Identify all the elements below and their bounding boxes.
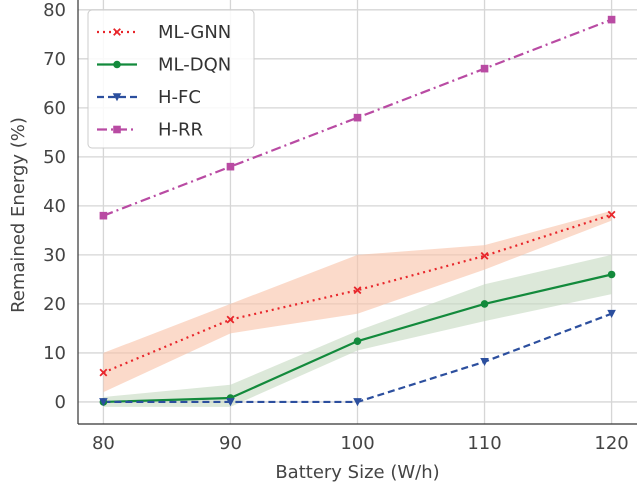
data-point-h-rr: [99, 211, 108, 220]
x-tick-label: 120: [594, 433, 628, 454]
series-markers: [99, 15, 616, 407]
data-point-h-rr: [226, 162, 235, 171]
band-1: [103, 254, 612, 407]
data-point-ml-dqn: [480, 300, 489, 308]
y-axis-label: Remained Energy (%): [8, 117, 29, 313]
y-tick-label: 50: [43, 147, 66, 168]
data-point-ml-dqn: [607, 270, 616, 279]
x-tick-label: 80: [92, 433, 115, 454]
data-point-ml-gnn: [480, 251, 489, 260]
y-tick-label: 20: [43, 294, 66, 315]
legend-label: H-RR: [158, 120, 203, 141]
legend-marker-ml-dqn: [113, 60, 121, 69]
legend: ML-GNN ML-DQN H-FC H-RR: [87, 9, 255, 149]
y-tick-label: 70: [43, 49, 66, 70]
data-point-ml-dqn: [353, 337, 362, 345]
y-tick-label: 30: [43, 245, 66, 266]
legend-label: ML-DQN: [158, 55, 231, 76]
series-line-ml-gnn: [102, 213, 612, 374]
legend-marker-h-rr: [113, 125, 121, 134]
data-point-h-rr: [607, 15, 616, 24]
y-tick-label: 60: [43, 98, 66, 119]
data-point-h-fc: [226, 398, 235, 407]
data-point-ml-gnn: [226, 315, 235, 324]
y-tick-label: 80: [43, 0, 66, 21]
data-point-h-fc: [99, 398, 108, 407]
tick-labels: 0 10 20 30 40 50 60 70 80 80 90 100 110 120: [43, 0, 629, 454]
x-tick-label: 110: [467, 433, 501, 454]
data-point-h-fc: [353, 398, 362, 407]
legend-box: [87, 9, 255, 149]
x-tick-label: 90: [219, 433, 242, 454]
legend-label: ML-GNN: [158, 22, 231, 43]
y-tick-label: 0: [55, 392, 66, 413]
legend-marker-ml-gnn: [113, 28, 121, 36]
axes: [77, 0, 637, 425]
data-point-h-fc: [607, 309, 616, 319]
y-tick-label: 40: [43, 196, 66, 217]
legend-label: H-FC: [158, 87, 201, 108]
data-point-ml-gnn: [607, 210, 616, 219]
data-point-ml-gnn: [353, 286, 362, 295]
data-point-h-rr: [353, 113, 362, 122]
y-tick-label: 10: [43, 343, 66, 364]
data-point-h-rr: [480, 64, 489, 73]
x-tick-label: 100: [340, 433, 374, 454]
data-point-ml-gnn: [99, 368, 108, 377]
legend-marker-h-fc: [112, 93, 122, 102]
data-point-h-fc: [480, 357, 489, 367]
x-axis-label: Battery Size (W/h): [275, 462, 439, 483]
